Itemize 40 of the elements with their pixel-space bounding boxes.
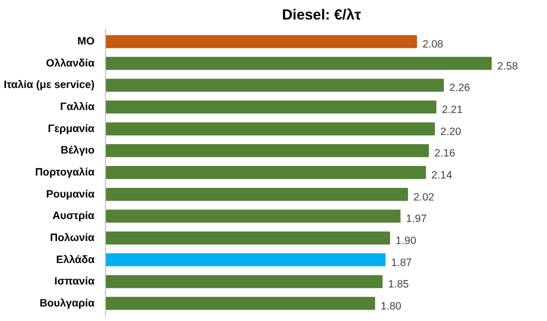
y-tick-label: Ρουμανία xyxy=(46,188,95,200)
data-label: 2.20 xyxy=(440,126,462,138)
y-tick-label: Βουλγαρία xyxy=(40,297,95,310)
bar xyxy=(106,210,401,223)
y-tick-label: Γερμανία xyxy=(48,122,95,135)
chart-title: Diesel: €/λτ xyxy=(282,8,362,24)
y-tick-label: Ελλάδα xyxy=(56,254,95,266)
data-label: 2.14 xyxy=(431,170,452,182)
y-tick-label: Αυστρία xyxy=(52,210,95,222)
data-label: 1.97 xyxy=(406,213,427,226)
bar xyxy=(106,35,417,48)
bar xyxy=(106,56,492,70)
y-tick-label: Γαλλία xyxy=(60,101,95,114)
y-tick-label: Βέλγιο xyxy=(60,144,95,157)
y-tick-label: Ολλανδία xyxy=(46,57,95,70)
y-tick-label: Ισπανία xyxy=(54,276,95,288)
bar xyxy=(106,231,390,244)
y-tick-label: Ιταλία (με service) xyxy=(4,79,95,92)
data-label: 2.02 xyxy=(413,191,434,204)
data-label: 2.08 xyxy=(422,38,444,51)
data-label: 2.21 xyxy=(442,104,463,116)
bar xyxy=(106,253,386,266)
bar xyxy=(106,166,426,179)
data-label: 2.26 xyxy=(449,82,470,94)
data-label: 1.90 xyxy=(396,234,416,247)
bar xyxy=(106,144,429,158)
data-label: 1.87 xyxy=(391,256,412,269)
bar xyxy=(106,100,436,114)
bar xyxy=(106,188,408,201)
data-label: 1.85 xyxy=(388,278,409,291)
data-label: 1.80 xyxy=(380,300,402,312)
bar xyxy=(106,296,376,310)
bar xyxy=(106,122,435,136)
y-tick-label: Πολωνία xyxy=(50,232,95,244)
bar xyxy=(106,78,444,92)
y-tick-label: ΜΟ xyxy=(77,36,95,48)
y-tick-label: Πορτογαλία xyxy=(35,166,95,178)
data-label: 2.16 xyxy=(434,148,456,160)
bar xyxy=(106,275,383,288)
data-label: 2.58 xyxy=(497,60,518,72)
